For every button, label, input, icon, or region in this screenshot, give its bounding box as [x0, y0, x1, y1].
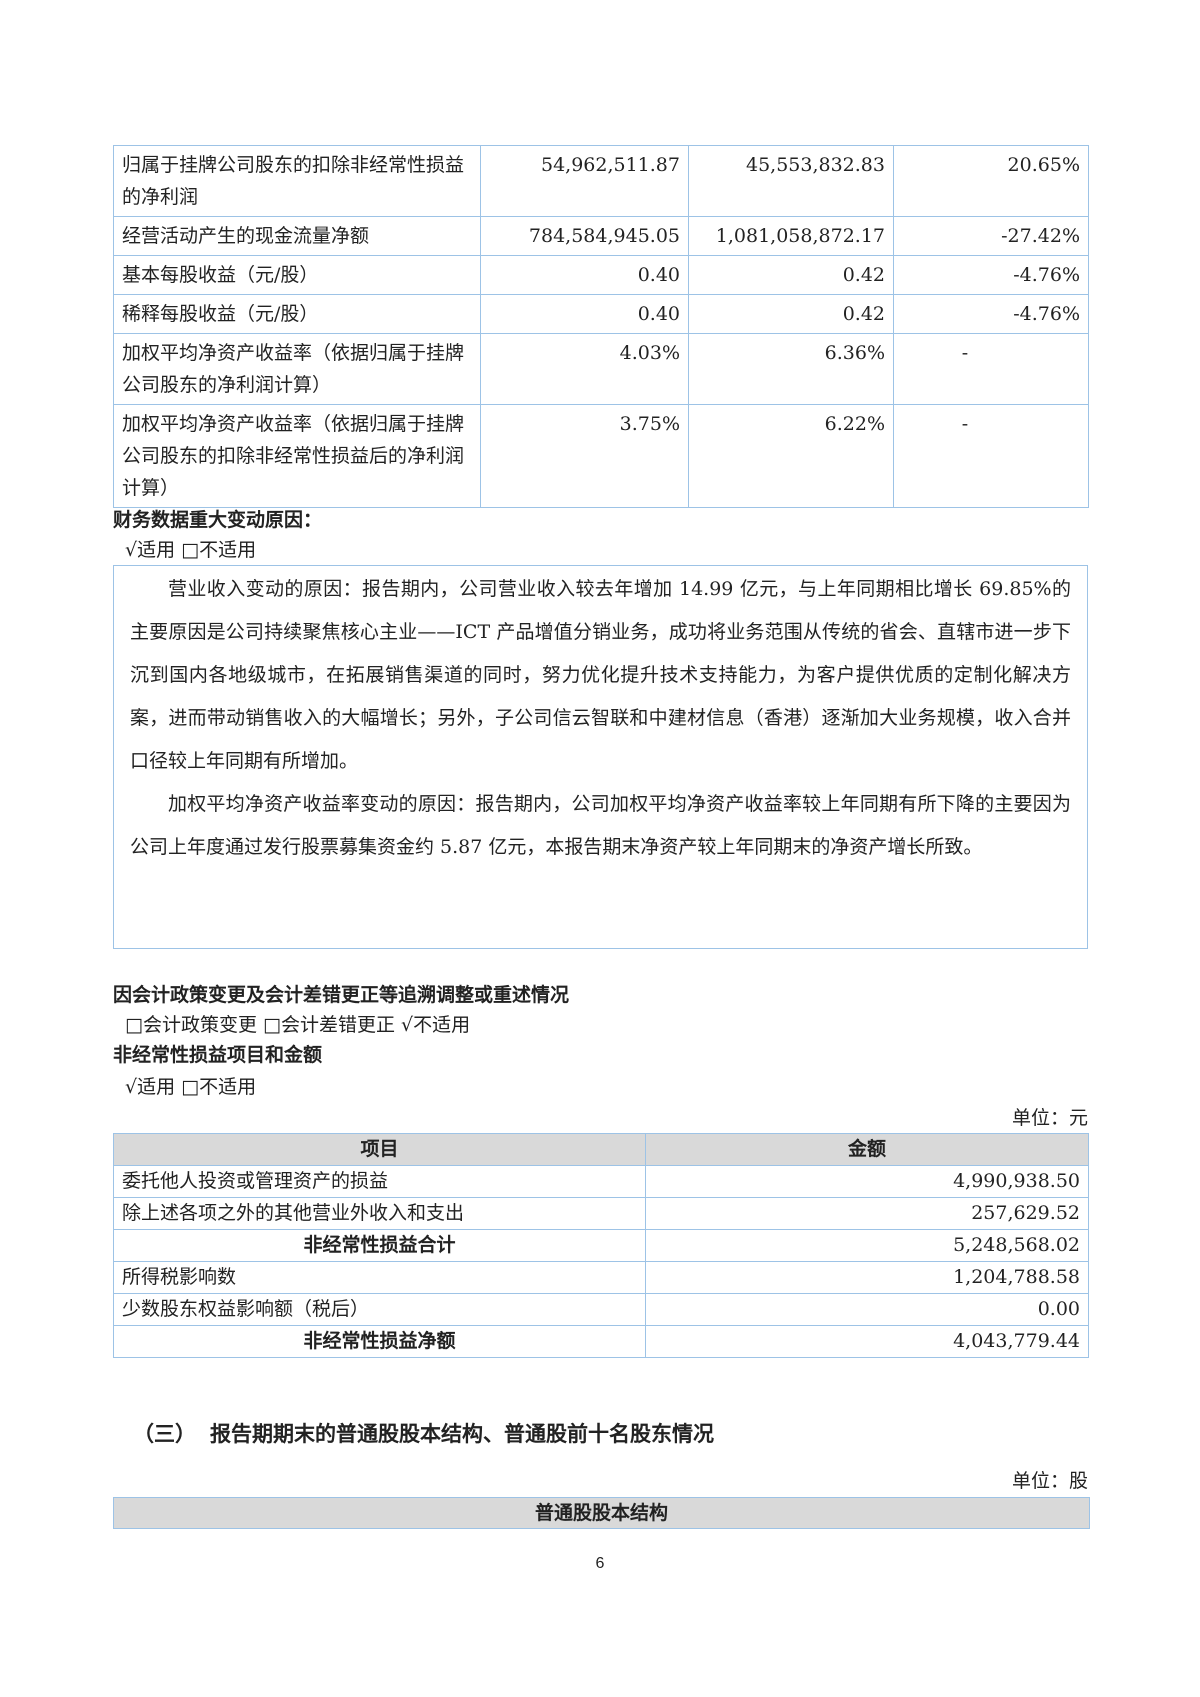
- item-amount: 5,248,568.02: [645, 1229, 1089, 1262]
- changes-applicability: √适用 □不适用: [125, 539, 257, 561]
- row-label: 归属于挂牌公司股东的扣除非经常性损益的净利润: [113, 145, 481, 217]
- page-number: 6: [595, 1555, 605, 1572]
- previous-period-value: 6.22%: [688, 404, 894, 508]
- restatement-heading: 因会计政策变更及会计差错更正等追溯调整或重述情况: [113, 984, 570, 1006]
- change-rate: -: [893, 404, 1089, 508]
- previous-period-value: 6.36%: [688, 333, 894, 405]
- change-rate: -4.76%: [893, 294, 1089, 334]
- nonrecurring-unit: 单位：元: [1011, 1107, 1088, 1129]
- section-number: （三）: [133, 1421, 196, 1446]
- current-period-value: 3.75%: [480, 404, 689, 508]
- table-row: 基本每股收益（元/股） 0.40 0.42 -4.76%: [113, 255, 1089, 295]
- restatement-options: □会计政策变更 □会计差错更正 √不适用: [125, 1014, 471, 1036]
- change-rate: -: [893, 333, 1089, 405]
- change-rate: -4.76%: [893, 255, 1089, 295]
- nonrecurring-table: 项目 金额 委托他人投资或管理资产的损益 4,990,938.50 除上述各项之外的…: [113, 1133, 1089, 1358]
- table-row: 少数股东权益影响额（税后） 0.00: [113, 1293, 1089, 1326]
- item-name: 委托他人投资或管理资产的损益: [113, 1165, 646, 1198]
- table-row: 非经常性损益合计 5,248,568.02: [113, 1229, 1089, 1262]
- previous-period-value: 45,553,832.83: [688, 145, 894, 217]
- share-unit: 单位：股: [1011, 1470, 1088, 1492]
- row-label: 加权平均净资产收益率（依据归属于挂牌公司股东的扣除非经常性损益后的净利润计算）: [113, 404, 481, 508]
- previous-period-value: 0.42: [688, 294, 894, 334]
- financial-indicators-table: 归属于挂牌公司股东的扣除非经常性损益的净利润 54,962,511.87 45,55…: [113, 145, 1089, 508]
- section-title: 报告期期末的普通股股本结构、普通股前十名股东情况: [210, 1421, 714, 1446]
- share-structure-table-header: 普通股股本结构: [113, 1497, 1090, 1529]
- current-period-value: 54,962,511.87: [480, 145, 689, 217]
- row-label: 稀释每股收益（元/股）: [113, 294, 481, 334]
- table-row: 归属于挂牌公司股东的扣除非经常性损益的净利润 54,962,511.87 45,55…: [113, 145, 1089, 217]
- table-row: 委托他人投资或管理资产的损益 4,990,938.50: [113, 1165, 1089, 1198]
- table-row: 所得税影响数 1,204,788.58: [113, 1261, 1089, 1294]
- nonrecurring-heading: 非经常性损益项目和金额: [113, 1044, 323, 1066]
- table-row: 经营活动产生的现金流量净额 784,584,945.05 1,081,058,872…: [113, 216, 1089, 256]
- change-rate: -27.42%: [893, 216, 1089, 256]
- item-name: 非经常性损益净额: [113, 1325, 646, 1358]
- item-amount: 257,629.52: [645, 1197, 1089, 1230]
- roe-change-paragraph: 加权平均净资产收益率变动的原因：报告期内，公司加权平均净资产收益率较上年同期有所…: [130, 793, 1071, 858]
- item-amount: 4,043,779.44: [645, 1325, 1089, 1358]
- table-header-row: 项目 金额: [113, 1133, 1089, 1166]
- item-name: 所得税影响数: [113, 1261, 646, 1294]
- previous-period-value: 1,081,058,872.17: [688, 216, 894, 256]
- item-amount: 1,204,788.58: [645, 1261, 1089, 1294]
- table-row: 除上述各项之外的其他营业外收入和支出 257,629.52: [113, 1197, 1089, 1230]
- table-row: 加权平均净资产收益率（依据归属于挂牌公司股东的净利润计算） 4.03% 6.36% -: [113, 333, 1089, 405]
- changes-explanation-box: 营业收入变动的原因：报告期内，公司营业收入较去年增加 14.99 亿元，与上年同…: [113, 565, 1088, 949]
- current-period-value: 4.03%: [480, 333, 689, 405]
- row-label: 基本每股收益（元/股）: [113, 255, 481, 295]
- revenue-change-paragraph: 营业收入变动的原因：报告期内，公司营业收入较去年增加 14.99 亿元，与上年同…: [130, 578, 1071, 772]
- table-row: 加权平均净资产收益率（依据归属于挂牌公司股东的扣除非经常性损益后的净利润计算） 3…: [113, 404, 1089, 508]
- item-name: 非经常性损益合计: [113, 1229, 646, 1262]
- row-label: 经营活动产生的现金流量净额: [113, 216, 481, 256]
- current-period-value: 0.40: [480, 294, 689, 334]
- nonrecurring-applicability: √适用 □不适用: [125, 1076, 257, 1098]
- item-name: 除上述各项之外的其他营业外收入和支出: [113, 1197, 646, 1230]
- column-header-amount: 金额: [645, 1133, 1089, 1166]
- item-name: 少数股东权益影响额（税后）: [113, 1293, 646, 1326]
- item-amount: 0.00: [645, 1293, 1089, 1326]
- changes-heading: 财务数据重大变动原因：: [113, 509, 323, 531]
- change-rate: 20.65%: [893, 145, 1089, 217]
- table-row: 非经常性损益净额 4,043,779.44: [113, 1325, 1089, 1358]
- current-period-value: 0.40: [480, 255, 689, 295]
- current-period-value: 784,584,945.05: [480, 216, 689, 256]
- row-label: 加权平均净资产收益率（依据归属于挂牌公司股东的净利润计算）: [113, 333, 481, 405]
- table-row: 稀释每股收益（元/股） 0.40 0.42 -4.76%: [113, 294, 1089, 334]
- column-header-item: 项目: [113, 1133, 646, 1166]
- previous-period-value: 0.42: [688, 255, 894, 295]
- item-amount: 4,990,938.50: [645, 1165, 1089, 1198]
